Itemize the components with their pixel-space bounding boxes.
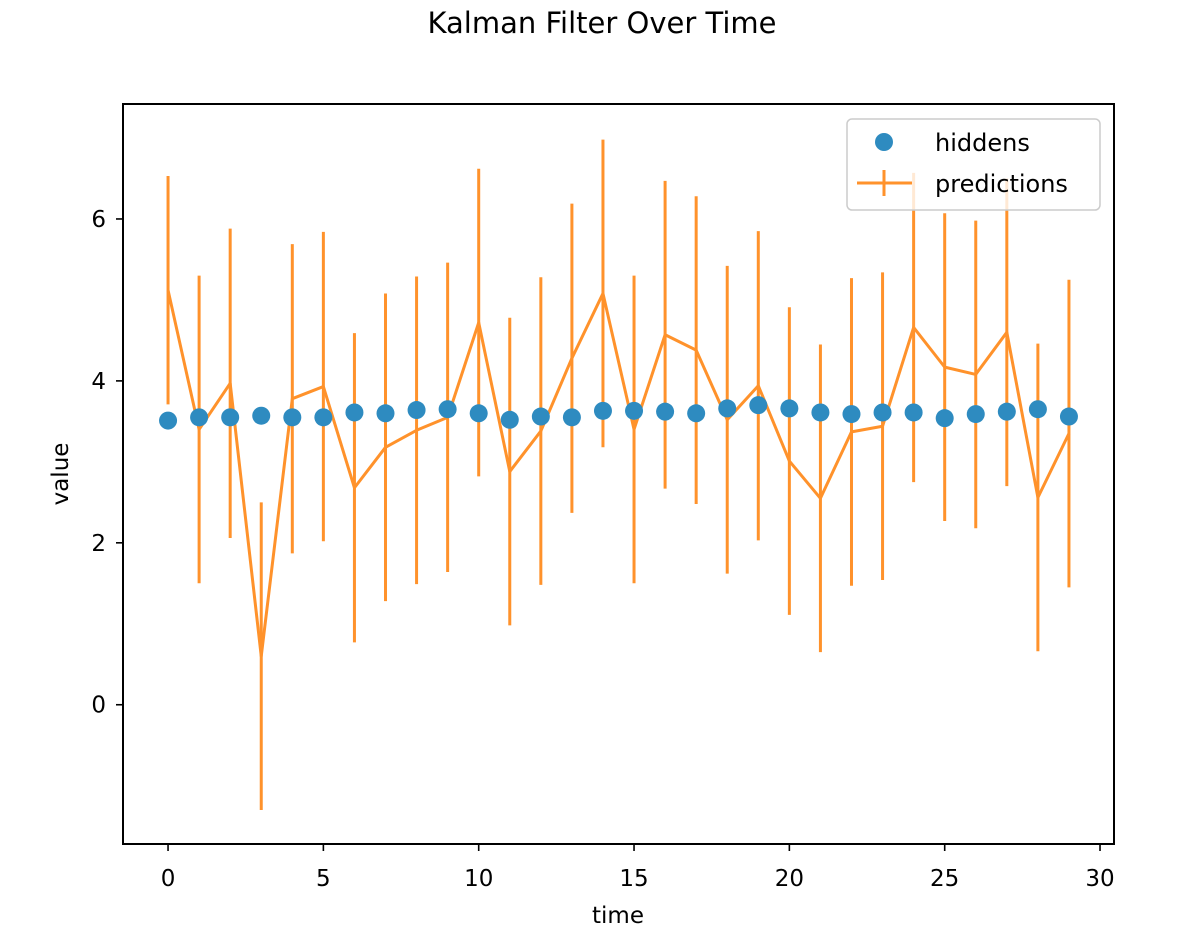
hidden-point [842,405,861,424]
legend-hiddens-label: hiddens [935,129,1030,157]
hidden-point [159,411,178,430]
hidden-point [1059,407,1078,426]
hidden-point [873,403,892,422]
hidden-point [314,408,333,427]
hidden-point [407,401,426,420]
x-tick-label: 0 [161,866,176,892]
x-axis: 0 5 10 15 20 25 30 [161,844,1115,892]
chart-title: Kalman Filter Over Time [428,6,777,40]
hidden-point [469,404,488,423]
hidden-point [283,408,302,427]
hidden-point [438,400,457,419]
x-axis-label: time [592,903,644,929]
x-tick-label: 20 [775,866,804,892]
hidden-point [221,408,240,427]
hidden-point [190,408,209,427]
hidden-point [562,408,581,427]
legend-predictions-label: predictions [935,170,1068,198]
hidden-point [780,399,799,418]
hidden-point [593,401,612,420]
hidden-point [718,399,737,418]
y-tick-label: 4 [91,369,106,395]
hidden-point [531,407,550,426]
x-tick-label: 5 [316,866,331,892]
hidden-point [687,404,706,423]
x-tick-label: 10 [464,866,493,892]
plot-frame [122,103,1115,845]
hidden-point [904,403,923,422]
y-axis-label: value [48,443,74,506]
hidden-point [935,409,954,428]
predictions-line [166,289,1071,658]
hidden-point [749,396,768,415]
hidden-point [966,405,985,424]
hidden-point [500,410,519,429]
hidden-point [376,404,395,423]
hidden-point [252,406,271,425]
y-tick-label: 0 [91,693,106,719]
hidden-point [997,402,1016,421]
y-axis: 0 2 4 6 [91,207,123,719]
legend: hiddens predictions [846,118,1101,211]
hidden-point [656,402,675,421]
hidden-point [345,403,364,422]
hidden-point [1028,400,1047,419]
plot-area [159,139,1078,810]
legend-box [846,118,1101,211]
x-tick-label: 30 [1085,866,1114,892]
x-tick-label: 15 [619,866,648,892]
x-tick-label: 25 [930,866,959,892]
y-tick-label: 6 [91,207,106,233]
legend-hiddens-marker [875,133,893,151]
hidden-point [625,401,644,420]
hidden-point [811,403,830,422]
y-tick-label: 2 [91,531,106,557]
